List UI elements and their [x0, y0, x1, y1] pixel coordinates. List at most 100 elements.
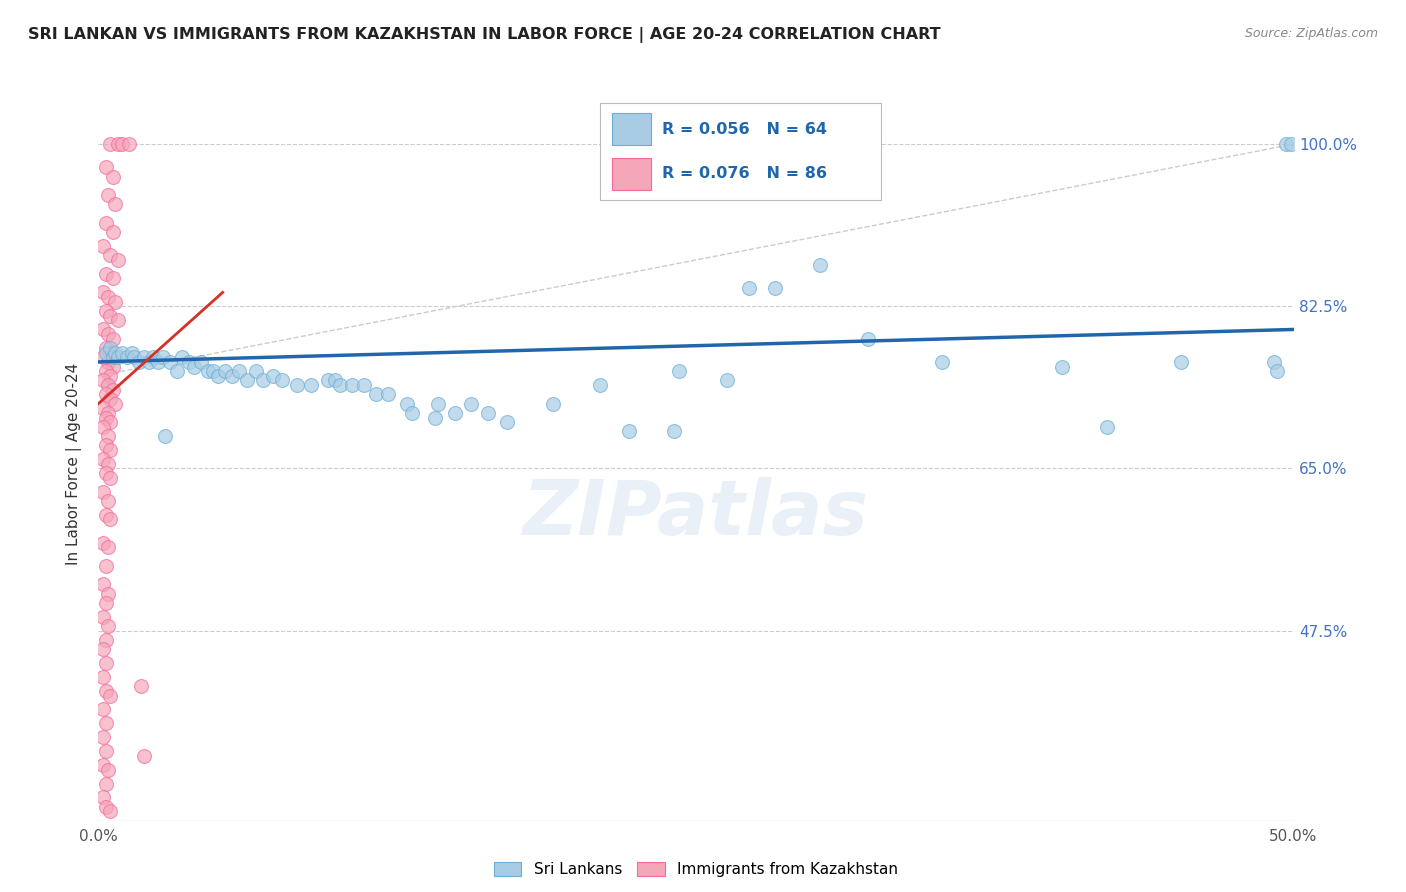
- Point: [97, 457, 120, 471]
- Y-axis label: In Labor Force | Age 20-24: In Labor Force | Age 20-24: [66, 363, 83, 565]
- Point: [395, 396, 418, 410]
- Point: [98, 309, 122, 323]
- Point: [202, 364, 225, 378]
- Point: [1275, 137, 1298, 152]
- Point: [316, 373, 339, 387]
- Point: [104, 197, 127, 211]
- Point: [94, 438, 117, 452]
- Point: [107, 351, 129, 365]
- Point: [97, 290, 120, 304]
- Point: [94, 508, 117, 522]
- Point: [132, 748, 155, 763]
- Point: [98, 137, 122, 152]
- Point: [97, 541, 120, 555]
- Point: [98, 415, 122, 429]
- Point: [98, 392, 122, 406]
- Point: [323, 373, 346, 387]
- Point: [91, 670, 114, 684]
- Point: [1050, 359, 1073, 374]
- Point: [737, 281, 759, 295]
- Point: [121, 345, 143, 359]
- Point: [91, 484, 114, 499]
- Point: [285, 378, 308, 392]
- Point: [98, 805, 122, 819]
- Point: [97, 188, 120, 202]
- Point: [91, 239, 114, 253]
- Point: [132, 351, 155, 365]
- Point: [364, 387, 387, 401]
- Point: [340, 378, 363, 392]
- Point: [159, 355, 181, 369]
- Point: [664, 425, 686, 439]
- Point: [477, 406, 499, 420]
- Point: [97, 355, 120, 369]
- Point: [94, 716, 117, 731]
- Point: [668, 364, 690, 378]
- Point: [138, 355, 160, 369]
- Point: [97, 586, 120, 600]
- Point: [197, 364, 219, 378]
- Point: [124, 351, 146, 365]
- Point: [94, 410, 117, 425]
- Point: [94, 799, 117, 814]
- Point: [94, 656, 117, 670]
- Point: [1095, 419, 1118, 434]
- Point: [228, 364, 250, 378]
- Point: [214, 364, 236, 378]
- Point: [91, 535, 114, 549]
- Point: [856, 332, 879, 346]
- Point: [172, 351, 194, 365]
- Point: [101, 271, 124, 285]
- Point: [221, 368, 243, 383]
- Point: [101, 332, 124, 346]
- Point: [98, 341, 122, 355]
- Point: [190, 355, 212, 369]
- Point: [115, 351, 138, 365]
- Point: [1279, 137, 1302, 152]
- Point: [496, 415, 519, 429]
- Point: [94, 161, 117, 175]
- Legend: Sri Lankans, Immigrants from Kazakhstan: Sri Lankans, Immigrants from Kazakhstan: [494, 862, 898, 877]
- Point: [353, 378, 375, 392]
- Point: [94, 684, 117, 698]
- Point: [111, 137, 134, 152]
- Point: [1170, 355, 1192, 369]
- Point: [111, 345, 134, 359]
- Point: [94, 364, 117, 378]
- Point: [94, 304, 117, 318]
- Point: [94, 632, 117, 647]
- Point: [94, 744, 117, 758]
- Point: [97, 406, 120, 420]
- Point: [101, 359, 124, 374]
- Point: [166, 364, 188, 378]
- Point: [94, 596, 117, 610]
- Point: [97, 494, 120, 508]
- Point: [207, 368, 229, 383]
- Point: [541, 396, 564, 410]
- Point: [329, 378, 352, 392]
- Point: [101, 169, 124, 184]
- Point: [425, 410, 447, 425]
- Point: [98, 368, 122, 383]
- Point: [589, 378, 612, 392]
- Point: [94, 466, 117, 480]
- Point: [98, 471, 122, 485]
- Point: [91, 642, 114, 657]
- Point: [91, 401, 114, 416]
- Point: [101, 225, 124, 239]
- Point: [252, 373, 274, 387]
- Point: [1265, 364, 1288, 378]
- Point: [107, 313, 129, 327]
- Point: [617, 425, 640, 439]
- Point: [426, 396, 449, 410]
- Point: [91, 790, 114, 805]
- Point: [155, 429, 177, 443]
- Point: [152, 351, 174, 365]
- Point: [97, 429, 120, 443]
- Point: [97, 378, 120, 392]
- Point: [245, 364, 267, 378]
- Point: [94, 267, 117, 281]
- Point: [183, 359, 205, 374]
- Point: [94, 216, 117, 230]
- Point: [91, 322, 114, 336]
